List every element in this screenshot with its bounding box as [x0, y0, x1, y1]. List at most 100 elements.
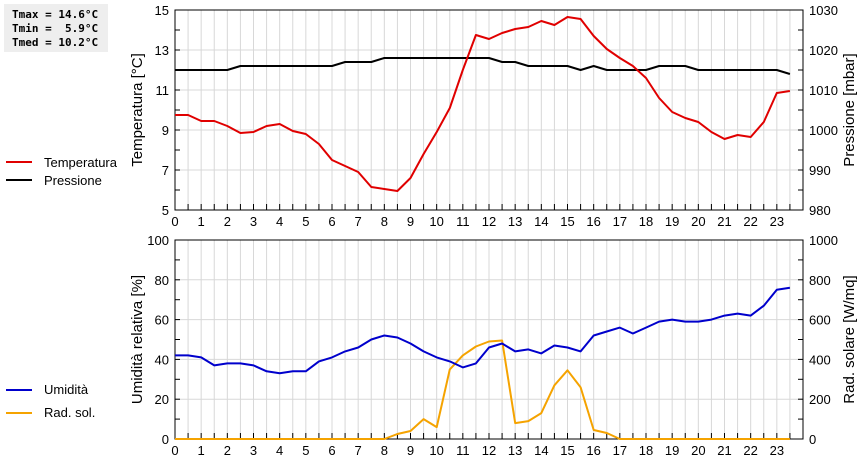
- x-tick-label: 10: [429, 443, 443, 458]
- y-tick-label: 80: [155, 273, 169, 288]
- legend-label: Rad. sol.: [44, 405, 96, 420]
- y2-tick-label: 1000: [809, 233, 838, 248]
- stats-box: Tmax = 14.6°C Tmin = 5.9°C Tmed = 10.2°C: [4, 4, 108, 52]
- y2-tick-label: 800: [809, 273, 831, 288]
- x-tick-label: 11: [456, 443, 470, 458]
- y-tick-label: 60: [155, 313, 169, 328]
- x-tick-label: 14: [534, 443, 548, 458]
- x-tick-label: 8: [381, 214, 388, 229]
- legend-label: Pressione: [44, 172, 102, 188]
- x-tick-label: 18: [639, 443, 653, 458]
- x-tick-label: 1: [198, 214, 205, 229]
- y-tick-label: 15: [155, 3, 169, 18]
- x-tick-label: 14: [534, 214, 548, 229]
- legend-swatch-temperatura: [6, 161, 32, 163]
- x-tick-label: 16: [586, 214, 600, 229]
- y2-axis-title: Rad. solare [W/mq]: [841, 275, 858, 403]
- x-tick-label: 19: [665, 214, 679, 229]
- x-tick-label: 7: [355, 214, 362, 229]
- series-umidit-: [175, 286, 791, 375]
- x-tick-label: 13: [508, 214, 522, 229]
- stat-tmin: Tmin = 5.9°C: [12, 22, 99, 35]
- stat-tmax: Tmax = 14.6°C: [12, 8, 99, 21]
- y-axis-title: Umidità relativa [%]: [129, 275, 146, 404]
- y2-axis-title: Pressione [mbar]: [841, 53, 858, 166]
- x-tick-label: 18: [639, 214, 653, 229]
- x-tick-label: 12: [482, 443, 496, 458]
- legend-label: Temperatura: [44, 154, 117, 170]
- y2-tick-label: 0: [809, 432, 816, 447]
- y2-tick-label: 990: [809, 163, 831, 178]
- x-tick-label: 9: [407, 443, 414, 458]
- x-tick-label: 7: [355, 443, 362, 458]
- y2-tick-label: 200: [809, 392, 831, 407]
- legend-item-rad-sol: Rad. sol.: [6, 401, 95, 424]
- legend-item-pressione: Pressione: [6, 171, 117, 189]
- x-tick-label: 3: [250, 214, 257, 229]
- legend-swatch-umidita: [6, 388, 32, 391]
- y-tick-label: 40: [155, 352, 169, 367]
- x-tick-label: 16: [586, 443, 600, 458]
- x-tick-label: 15: [560, 443, 574, 458]
- x-tick-label: 5: [302, 443, 309, 458]
- legend-top: Temperatura Pressione: [6, 153, 117, 189]
- x-tick-label: 1: [198, 443, 205, 458]
- x-tick-label: 19: [665, 443, 679, 458]
- series-rad-sol-: [175, 339, 790, 440]
- y2-tick-label: 1030: [809, 3, 838, 18]
- y-tick-label: 11: [156, 83, 170, 98]
- y2-tick-label: 980: [809, 203, 831, 218]
- x-tick-label: 2: [224, 443, 231, 458]
- stat-tmed: Tmed = 10.2°C: [12, 36, 99, 49]
- y-tick-label: 100: [147, 233, 169, 248]
- x-tick-label: 2: [224, 214, 231, 229]
- series-temperatura: [175, 16, 791, 192]
- x-tick-label: 9: [407, 214, 414, 229]
- x-tick-label: 0: [171, 443, 178, 458]
- x-tick-label: 10: [429, 214, 443, 229]
- y2-tick-label: 600: [809, 313, 831, 328]
- y-tick-label: 5: [162, 203, 169, 218]
- y-tick-label: 7: [162, 163, 169, 178]
- x-tick-label: 8: [381, 443, 388, 458]
- x-tick-label: 17: [613, 214, 627, 229]
- series-pressione: [175, 57, 791, 75]
- x-tick-label: 21: [717, 214, 731, 229]
- x-tick-label: 3: [250, 443, 257, 458]
- x-tick-label: 21: [717, 443, 731, 458]
- x-tick-label: 23: [770, 443, 784, 458]
- x-tick-label: 4: [276, 214, 283, 229]
- legend-item-umidita: Umidità: [6, 378, 95, 401]
- y2-tick-label: 1020: [809, 43, 838, 58]
- x-tick-label: 20: [691, 443, 705, 458]
- y-tick-label: 13: [155, 43, 169, 58]
- y-tick-label: 20: [155, 392, 169, 407]
- x-tick-label: 5: [302, 214, 309, 229]
- x-tick-label: 4: [276, 443, 283, 458]
- x-tick-label: 17: [613, 443, 627, 458]
- x-tick-label: 0: [171, 214, 178, 229]
- y2-tick-label: 1010: [809, 83, 838, 98]
- legend-swatch-rad-sol: [6, 411, 32, 414]
- y2-tick-label: 400: [809, 352, 831, 367]
- x-tick-label: 15: [560, 214, 574, 229]
- y-tick-label: 0: [162, 432, 169, 447]
- legend-bottom: Umidità Rad. sol.: [6, 378, 95, 424]
- x-tick-label: 11: [456, 214, 470, 229]
- y-tick-label: 9: [162, 123, 169, 138]
- x-tick-label: 13: [508, 443, 522, 458]
- x-tick-label: 6: [328, 214, 335, 229]
- y-axis-title: Temperatura [°C]: [129, 53, 146, 167]
- legend-item-temperatura: Temperatura: [6, 153, 117, 171]
- x-tick-label: 12: [482, 214, 496, 229]
- x-tick-label: 23: [770, 214, 784, 229]
- x-tick-label: 6: [328, 443, 335, 458]
- x-tick-label: 20: [691, 214, 705, 229]
- x-tick-label: 22: [743, 214, 757, 229]
- x-tick-label: 22: [743, 443, 757, 458]
- y2-tick-label: 1000: [809, 123, 838, 138]
- legend-label: Umidità: [44, 382, 89, 397]
